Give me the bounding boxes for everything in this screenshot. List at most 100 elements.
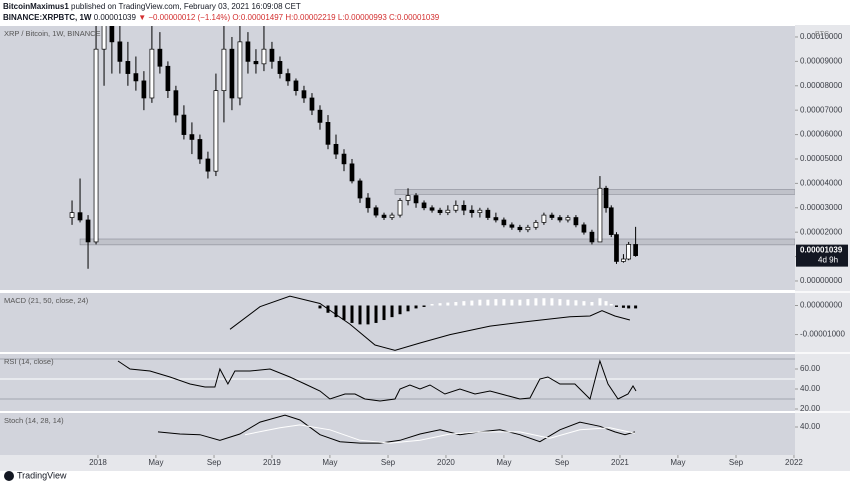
histogram-bar bbox=[366, 305, 370, 325]
candle-body bbox=[597, 187, 603, 243]
candle-body bbox=[245, 41, 251, 62]
candle-body bbox=[357, 180, 363, 199]
histogram-bar bbox=[446, 302, 450, 306]
candle-body bbox=[557, 217, 563, 221]
candle-body bbox=[109, 26, 115, 43]
symbol: BINANCE:XRPBTC, 1W bbox=[3, 13, 92, 22]
header-line: BINANCE:XRPBTC, 1W 0.00001039 ▼ −0.00000… bbox=[3, 13, 439, 22]
x-tick-label: 2022 bbox=[785, 458, 803, 467]
indicator-line bbox=[157, 414, 636, 444]
candle-body bbox=[85, 219, 91, 243]
candle-body bbox=[429, 207, 435, 211]
histogram-bar bbox=[462, 301, 466, 306]
histogram-bar bbox=[566, 299, 570, 306]
histogram-bar bbox=[590, 302, 594, 306]
histogram-bar bbox=[627, 305, 631, 309]
published: published on TradingView.com, February 0… bbox=[71, 2, 301, 11]
candle-body bbox=[626, 244, 632, 260]
panel-bg bbox=[0, 413, 795, 455]
candle-body bbox=[501, 219, 507, 226]
indicator-line bbox=[229, 295, 631, 351]
time-axis-bg bbox=[0, 455, 795, 471]
candle-body bbox=[221, 48, 227, 92]
candle-body bbox=[621, 258, 626, 262]
candle-body bbox=[293, 80, 299, 92]
currency: BTC bbox=[815, 31, 829, 38]
x-tick-label: 2019 bbox=[263, 458, 281, 467]
last-price-box bbox=[796, 244, 848, 267]
logo: TradingView bbox=[4, 470, 67, 481]
histogram-bar bbox=[406, 305, 410, 312]
panel-bg bbox=[0, 293, 795, 352]
histogram-bar bbox=[634, 305, 638, 309]
y-tick-label: 0.00007000 bbox=[800, 105, 843, 114]
panel-bg bbox=[0, 26, 795, 290]
histogram-bar bbox=[382, 305, 386, 321]
candle-body bbox=[189, 134, 195, 140]
histogram-bar bbox=[358, 305, 362, 325]
candle-body bbox=[93, 48, 99, 243]
histogram-bar bbox=[318, 305, 322, 309]
histogram-bar bbox=[454, 302, 458, 306]
candle-body bbox=[333, 143, 339, 155]
candle-body bbox=[608, 207, 614, 235]
histogram-bar bbox=[374, 305, 378, 323]
y-tick-label: 0.00004000 bbox=[800, 178, 843, 187]
candle-body bbox=[517, 226, 523, 231]
candle-body bbox=[405, 195, 411, 201]
x-tick-label: May bbox=[496, 458, 511, 467]
y-tick-label: 40.00 bbox=[800, 422, 821, 431]
panel-title: XRP / Bitcoin, 1W, BINANCE bbox=[4, 29, 101, 38]
candle-body bbox=[589, 231, 595, 243]
histogram-bar bbox=[430, 304, 434, 306]
panel-bg bbox=[0, 354, 795, 411]
panel: MACD (21, 50, close, 24) bbox=[0, 293, 795, 352]
histogram-bar bbox=[621, 305, 625, 308]
candle-body bbox=[445, 209, 451, 214]
candle-body bbox=[461, 204, 467, 211]
candle-body bbox=[469, 209, 475, 214]
histogram-bar bbox=[390, 305, 394, 318]
candle-body bbox=[309, 97, 315, 111]
candle-body bbox=[349, 163, 355, 182]
histogram-bar bbox=[614, 305, 618, 307]
candle-body bbox=[525, 226, 531, 231]
panel: Stoch (14, 28, 14) bbox=[0, 413, 795, 455]
candle-body bbox=[117, 41, 123, 62]
x-tick-label: 2021 bbox=[611, 458, 629, 467]
candle-body bbox=[165, 65, 171, 92]
last-price: 0.00001039 bbox=[800, 246, 843, 255]
x-tick-label: 2018 bbox=[89, 458, 107, 467]
candle-body bbox=[261, 48, 267, 65]
x-tick-label: Sep bbox=[207, 458, 222, 467]
y-tick-label: 0.00000000 bbox=[800, 301, 843, 310]
x-tick-label: May bbox=[148, 458, 163, 467]
candle-body bbox=[381, 214, 387, 218]
candle-body bbox=[533, 222, 539, 228]
x-tick-label: May bbox=[670, 458, 685, 467]
x-tick-label: Sep bbox=[555, 458, 570, 467]
x-tick-label: May bbox=[322, 458, 337, 467]
candle-body bbox=[125, 61, 131, 74]
brand: TradingView bbox=[17, 470, 67, 480]
candle-body bbox=[253, 61, 259, 65]
candle-body bbox=[317, 109, 323, 123]
histogram-bar bbox=[534, 298, 538, 306]
candle-body bbox=[485, 209, 491, 218]
y-tick-label: 0.00002000 bbox=[800, 227, 843, 236]
change: ▼ −0.00000012 (−1.14%) bbox=[138, 13, 231, 22]
candle-body bbox=[573, 217, 579, 226]
histogram-bar bbox=[478, 299, 482, 306]
candle-body bbox=[181, 114, 187, 135]
y-tick-label: -0.00001000 bbox=[800, 330, 845, 339]
histogram-bar bbox=[518, 299, 522, 306]
histogram-bar bbox=[470, 300, 474, 306]
candle-body bbox=[325, 122, 331, 145]
candle-body bbox=[205, 158, 211, 172]
candle-body bbox=[229, 48, 235, 99]
histogram-bar bbox=[398, 305, 402, 315]
candle-body bbox=[269, 48, 275, 62]
candle-body bbox=[301, 90, 307, 99]
